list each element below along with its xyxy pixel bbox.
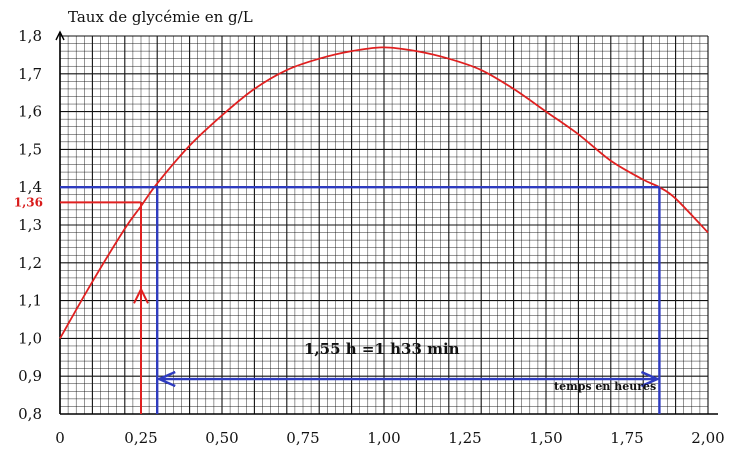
y-tick-label: 1,6 — [18, 103, 42, 121]
x-tick-label: 0,25 — [124, 429, 157, 447]
duration-label: 1,55 h =1 h33 min — [304, 340, 460, 358]
x-tick-label: 0,50 — [205, 429, 238, 447]
x-tick-label: 0 — [55, 429, 65, 447]
y-tick-label: 0,9 — [18, 367, 42, 385]
annotation-layer: 1,36 1,55 h =1 h33 min temps en heures — [14, 185, 661, 414]
duration-arrow-left — [156, 370, 176, 388]
x-tick-label: 1,75 — [610, 429, 643, 447]
x-tick-label: 1,00 — [367, 429, 400, 447]
level-value-label: 1,36 — [14, 195, 43, 209]
y-tick-label: 1,5 — [18, 140, 42, 158]
x-tick-label: 1,50 — [529, 429, 562, 447]
y-tick-label: 1,7 — [18, 65, 42, 83]
y-tick-label: 1,2 — [18, 254, 42, 272]
series-layer — [59, 46, 709, 339]
x-tick-label: 0,75 — [286, 429, 319, 447]
y-tick-label: 0,8 — [18, 405, 42, 423]
duration-arrow-right — [640, 370, 661, 388]
glycemia-curve — [59, 46, 709, 339]
x-axis-title: temps en heures — [554, 380, 656, 393]
y-axis-arrow — [55, 30, 65, 41]
y-tick-label: 1,4 — [18, 178, 42, 196]
x-tick-label: 2,00 — [691, 429, 724, 447]
x-axis-ticks: 0 0,25 0,50 0,75 1,00 1,25 1,50 1,75 2,00 — [55, 429, 724, 447]
y-axis-ticks: 0,8 0,9 1,0 1,1 1,2 1,3 1,4 1,5 1,6 1,7 1,8 — [18, 27, 42, 423]
level-arrow — [133, 287, 149, 304]
y-tick-label: 1,0 — [18, 329, 42, 347]
chart-axes — [55, 30, 718, 415]
y-tick-label: 1,3 — [18, 216, 42, 234]
y-tick-label: 1,1 — [18, 292, 42, 310]
chart-title: Taux de glycémie en g/L — [68, 8, 253, 26]
y-tick-label: 1,8 — [18, 27, 42, 45]
x-tick-label: 1,25 — [448, 429, 481, 447]
